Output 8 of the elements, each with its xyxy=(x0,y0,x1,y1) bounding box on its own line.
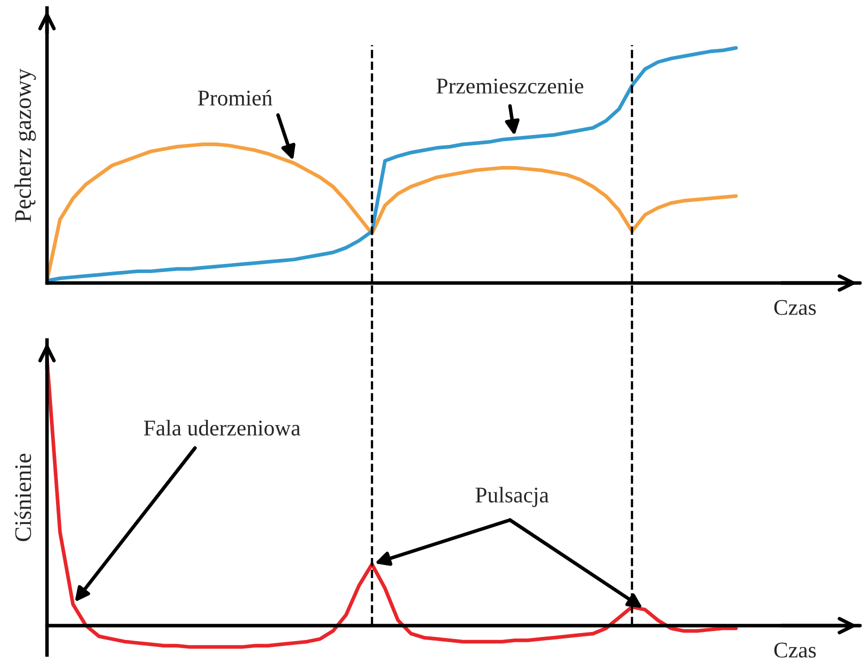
series-label: Przemieszczenie xyxy=(436,78,584,94)
x-axis-title: Czas xyxy=(774,300,816,315)
y-axis-title: Pęcherz gazowy xyxy=(14,68,36,222)
series-label: Promień xyxy=(198,90,272,106)
annotation: Pulsacja xyxy=(476,486,549,508)
x-axis-title: Czas xyxy=(774,642,816,658)
y-axis-title: Ciśnienie xyxy=(14,454,32,542)
annotation: Fala uderzeniowa xyxy=(144,420,300,436)
